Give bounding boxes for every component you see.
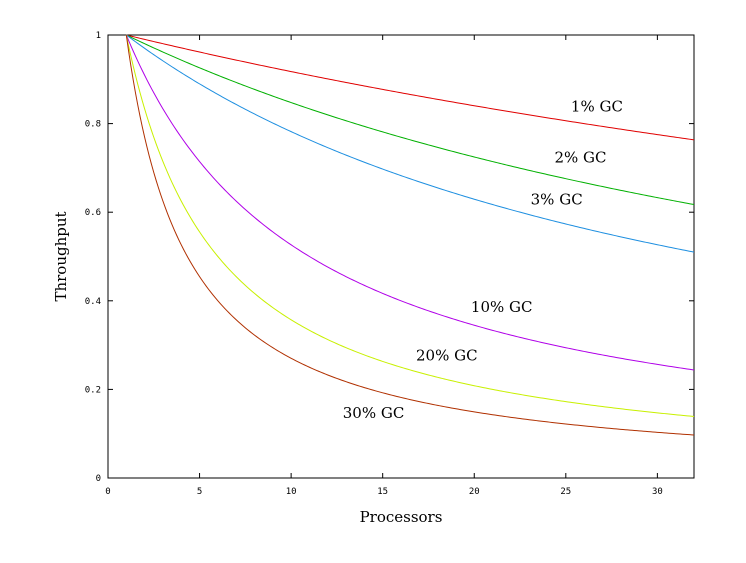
plot-frame bbox=[107, 34, 695, 479]
series-label: 3% GC bbox=[531, 191, 583, 209]
series-label: 20% GC bbox=[416, 347, 478, 365]
series-label: 10% GC bbox=[471, 298, 533, 316]
y-tick-label: 0.2 bbox=[85, 385, 101, 395]
series-label: 30% GC bbox=[343, 404, 405, 422]
axis-ticks: 0 5 10 15 20 25 30 0 0.2 0.4 0.6 0.8 1 bbox=[85, 31, 694, 497]
series-line-2-gc bbox=[126, 34, 695, 206]
y-tick-label: 1 bbox=[96, 31, 101, 41]
x-tick-label: 15 bbox=[377, 487, 388, 497]
series-line-3-gc bbox=[126, 34, 695, 253]
y-tick-label: 0.4 bbox=[85, 297, 101, 307]
x-axis-title: Processors bbox=[360, 508, 443, 526]
series-line-1-gc bbox=[126, 34, 695, 141]
x-tick-label: 5 bbox=[197, 487, 202, 497]
series-line-30-gc bbox=[125, 34, 695, 436]
x-tick-label: 30 bbox=[652, 487, 663, 497]
series-line-10-gc bbox=[125, 34, 695, 371]
series-label: 1% GC bbox=[571, 98, 623, 116]
x-tick-label: 20 bbox=[469, 487, 480, 497]
series-label: 2% GC bbox=[554, 149, 606, 167]
series-line-20-gc bbox=[125, 34, 695, 417]
y-tick-label: 0 bbox=[96, 474, 101, 484]
y-tick-label: 0.8 bbox=[85, 120, 101, 130]
y-tick-label: 0.6 bbox=[85, 208, 101, 218]
series-lines bbox=[125, 34, 695, 436]
x-tick-label: 25 bbox=[560, 487, 571, 497]
x-tick-label: 0 bbox=[105, 487, 110, 497]
y-axis-title: Throughput bbox=[52, 211, 70, 301]
series-labels: 1% GC 2% GC 3% GC 10% GC 20% GC 30% GC bbox=[343, 98, 623, 423]
x-tick-label: 10 bbox=[286, 487, 297, 497]
